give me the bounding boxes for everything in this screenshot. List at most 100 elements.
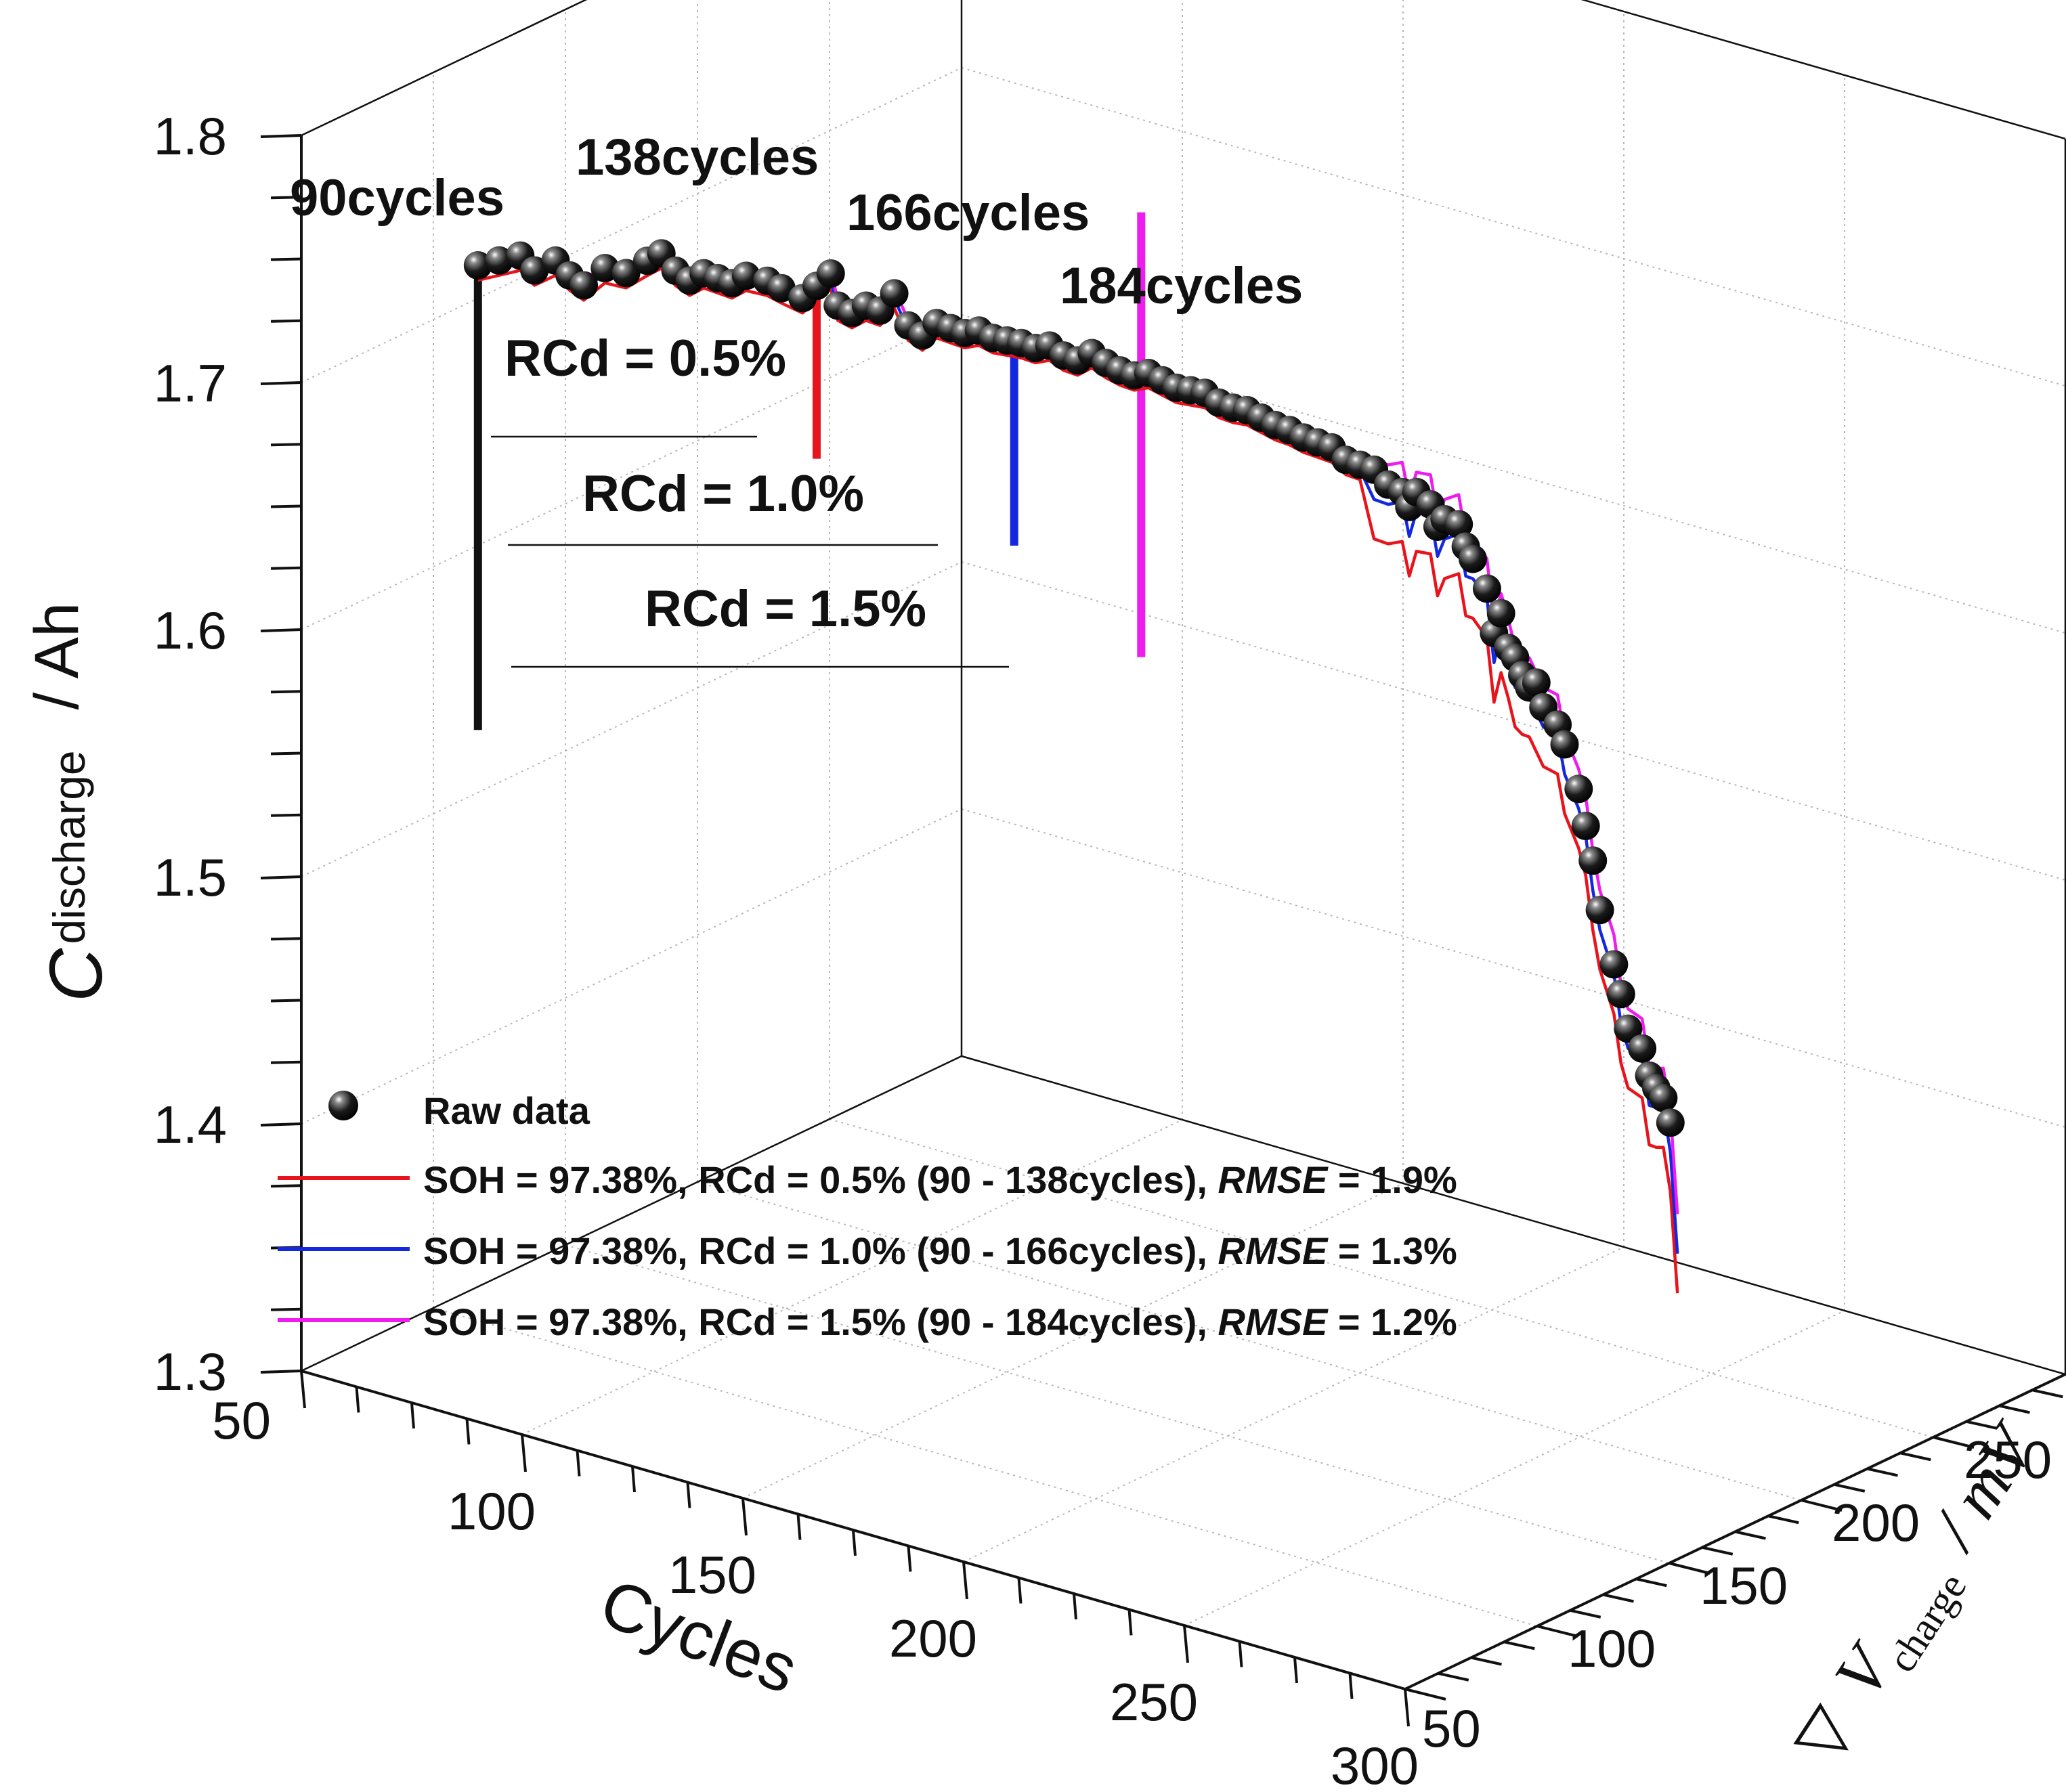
raw-data-point [1486,598,1515,628]
grid-line [963,1246,1624,1562]
y-tick-minor [270,319,302,323]
grid-line [301,314,962,630]
svg-text:▽Vcharge/ mV: ▽Vcharge/ mV [1778,1408,2062,1781]
y-axis-title-sub: discharge [44,750,94,944]
z-tick-minor [1635,1577,1667,1588]
raw-data-point [880,279,909,308]
raw-data-point [1585,896,1614,925]
y-tick-minor [270,443,302,447]
x-tick-minor [410,1402,415,1429]
y-tick-minor [270,196,302,200]
raw-data-point [1564,774,1593,804]
z-tick-minor [1899,1451,1931,1462]
raw-data-point [1444,510,1473,539]
x-tick-minor [465,1418,471,1445]
z-tick-major [1536,1625,1578,1638]
fit-lines [477,246,1679,1294]
label-90cycles: 90cycles [290,169,504,227]
y-tick-minor [270,1307,302,1311]
raw-data-point [1578,846,1608,875]
z-tick-minor [1767,1514,1799,1525]
y-tick-label: 1.4 [154,1095,227,1154]
raw-data-point [816,259,845,288]
x-tick-minor [1348,1673,1354,1699]
z-tick-minor [1603,1593,1634,1603]
grid-lines [301,0,2066,1690]
y-tick-minor [270,504,302,508]
y-tick-label: 1.5 [154,848,227,907]
raw-data-point [569,271,599,300]
y-axis-title-unit: / Ah [22,603,91,710]
y-tick-major [260,134,302,138]
top-edge [301,0,588,137]
raw-data-point [1550,730,1579,759]
z-tick-label: 200 [1832,1493,1920,1552]
grid-line [961,314,2066,634]
x-tick-label: 100 [448,1481,536,1541]
raw-data-point [611,259,641,288]
raw-data-point [1472,574,1501,603]
x-tick-minor [1127,1609,1133,1636]
x-tick-minor [576,1450,581,1477]
fit-line-series [477,266,1679,1294]
x-tick-major [300,1370,306,1409]
z-tick-minor [1702,1546,1734,1556]
x-tick-major [741,1498,748,1536]
raw-data-point [1649,1083,1678,1112]
raw-data-point [463,251,492,280]
grid-line [301,808,962,1124]
z-tick-minor [1735,1530,1766,1540]
x-tick-label: 300 [1331,1736,1419,1792]
top-edge [1580,0,2066,140]
z-axis-title-sub: charge [1879,1565,1975,1680]
y-tick-minor [270,813,302,817]
y-axis-title: Cdischarge / Ah [22,603,118,1002]
raw-data-point [1599,950,1629,979]
y-axis-title-main: C [35,947,118,1002]
z-tick-major [1404,1688,1446,1701]
z-tick-minor [1966,1420,1998,1430]
svg-text:Cdischarge/ Ah: Cdischarge / Ah [22,603,118,1002]
y-tick-minor [270,1184,302,1188]
legend-blue-label: SOH = 97.38%, RCd = 1.0% (90 - 166cycles… [423,1229,1457,1272]
axis-ticks: 1.31.41.51.61.71.85010015020025030050100… [154,106,2066,1792]
y-tick-major [260,1122,302,1127]
grid-line [301,561,962,877]
legend-item-red: SOH = 97.38%, RCd = 0.5% (90 - 138cycles… [278,1158,1457,1201]
label-rcd-0-5: RCd = 0.5% [504,330,786,387]
z-axis-title: ▽Vcharge/ mV [1778,1408,2062,1781]
x-tick-minor [355,1386,360,1413]
label-166cycles: 166cycles [846,184,1090,242]
grid-line [1581,0,2066,139]
x-tick-label: 200 [889,1609,977,1668]
y-tick-label: 1.6 [154,600,227,660]
grid-line [521,1119,1183,1435]
z-tick-label: 100 [1568,1619,1656,1678]
x-tick-label: 250 [1110,1672,1198,1732]
raw-data-point [1656,1108,1685,1137]
grid-line [829,1118,1934,1438]
x-tick-major [1183,1625,1189,1663]
z-tick-minor [1999,1404,2030,1414]
label-184cycles: 184cycles [1060,257,1303,315]
y-tick-major [260,1370,302,1374]
y-tick-label: 1.3 [154,1342,227,1401]
x-tick-minor [852,1529,857,1556]
delta-icon: ▽ [1778,1692,1868,1775]
fit-line-series [477,257,1679,1254]
floor-edge [961,1055,2066,1376]
grid-line [961,67,2066,387]
y-tick-label: 1.8 [154,106,227,166]
grid-line [433,1307,1538,1627]
z-tick-minor [1834,1483,1866,1493]
raw-data-point [520,256,549,285]
y-tick-minor [270,690,302,694]
z-tick-minor [1471,1656,1502,1666]
z-tick-minor [1867,1467,1898,1477]
label-rcd-1-0: RCd = 1.0% [582,465,864,523]
raw-data-point [1459,544,1487,573]
x-tick-minor [796,1514,802,1540]
grid-line [742,1183,1404,1499]
z-tick-minor [1570,1609,1601,1619]
